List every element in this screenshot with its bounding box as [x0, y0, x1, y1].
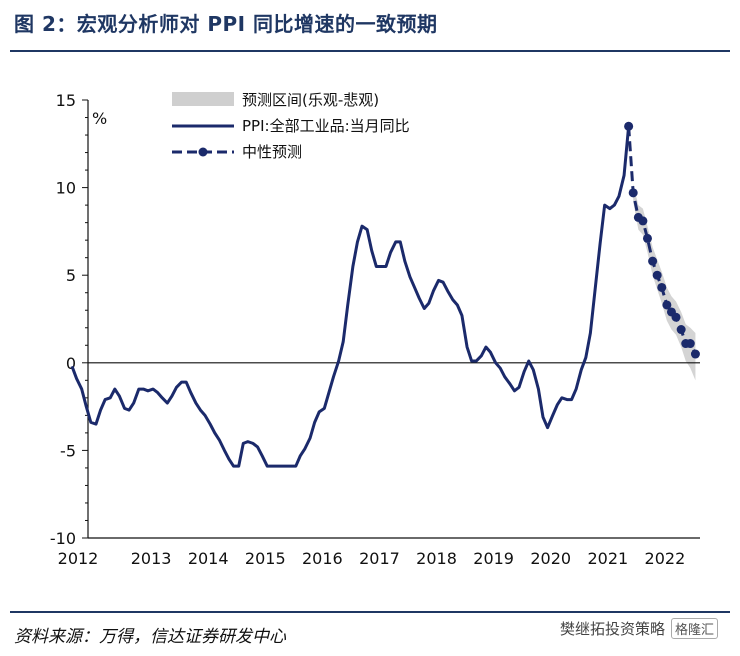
x-tick-label: 2014: [188, 549, 229, 568]
x-tick-label: 2018: [416, 549, 457, 568]
ppi-series-line: [70, 126, 631, 468]
legend-label: PPI:全部工业品:当月同比: [242, 117, 410, 135]
neutral-forecast-point: [671, 312, 681, 322]
neutral-forecast-line: [627, 126, 697, 355]
y-tick-label: 5: [66, 266, 76, 285]
neutral-forecast-point: [628, 188, 638, 198]
x-tick-label: 2015: [245, 549, 286, 568]
x-tick-label: 2013: [131, 549, 172, 568]
x-tick-label: 2012: [58, 549, 99, 568]
neutral-forecast-point: [652, 270, 662, 280]
neutral-forecast-point: [685, 339, 695, 349]
y-tick-label: 15: [56, 91, 76, 110]
axes-layer: -10 -5 0 5 10 15% 2012 2013 2014 2015 2016 2017 2018…: [50, 91, 700, 568]
watermark-account: 樊继拓投资策略: [560, 620, 666, 638]
watermark-badge: 格隆汇: [671, 618, 719, 639]
neutral-forecast-point: [662, 300, 672, 310]
legend-band-swatch: [172, 92, 234, 106]
ppi-line-chart: -10 -5 0 5 10 15% 2012 2013 2014 2015 2016 2017 2018…: [50, 91, 700, 568]
forecast-band-layer: [633, 184, 696, 381]
y-unit-label: %: [92, 109, 107, 128]
y-tick-label: -10: [50, 529, 76, 548]
x-tick-label: 2019: [473, 549, 514, 568]
title-divider: [10, 50, 730, 52]
y-tick-label: 10: [56, 179, 76, 198]
neutral-forecast-point: [690, 349, 700, 359]
neutral-forecast-point: [638, 216, 648, 226]
watermark: 樊继拓投资策略 格隆汇: [560, 618, 719, 639]
figure-title: 图 2：宏观分析师对 PPI 同比增速的一致预期: [14, 12, 438, 36]
neutral-forecast-point: [624, 121, 634, 131]
x-tick-label: 2022: [645, 549, 686, 568]
legend-forecast-marker: [198, 147, 208, 157]
x-tick-label: 2016: [302, 549, 343, 568]
neutral-forecast-point: [642, 233, 652, 243]
x-tick-label: 2017: [359, 549, 400, 568]
x-tick-label: 2021: [587, 549, 628, 568]
forecast-band: [633, 184, 696, 381]
neutral-forecast-point: [648, 256, 658, 266]
y-tick-label: -5: [60, 441, 76, 460]
x-tick-label: 2020: [530, 549, 571, 568]
series-layer: [70, 121, 700, 468]
neutral-forecast-point: [676, 325, 686, 335]
y-tick-label: 0: [66, 354, 76, 373]
neutral-forecast-point: [657, 282, 667, 292]
legend-label: 中性预测: [242, 143, 302, 161]
legend-label: 预测区间(乐观-悲观): [242, 91, 379, 109]
source-note: 资料来源：万得，信达证券研发中心: [14, 627, 286, 647]
footer-divider: [10, 611, 730, 613]
